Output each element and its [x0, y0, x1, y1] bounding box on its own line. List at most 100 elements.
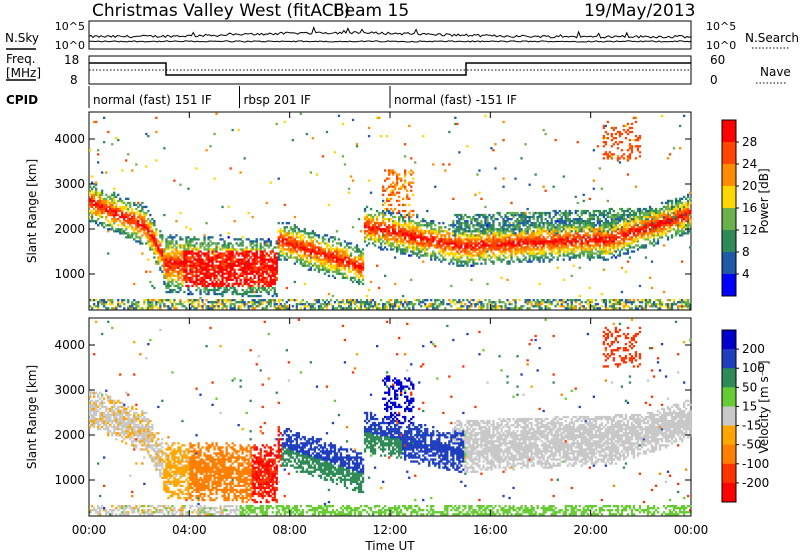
heatmap-cell: [456, 234, 459, 237]
heatmap-cell: [361, 252, 365, 255]
heatmap-cell: [251, 284, 254, 288]
heatmap-cell: [315, 250, 319, 253]
heatmap-cell: [157, 244, 160, 247]
heatmap-cell: [470, 234, 473, 237]
heatmap-cell: [576, 218, 579, 221]
heatmap-cell: [257, 274, 260, 277]
heatmap-cell: [197, 278, 200, 281]
heatmap-cell: [199, 262, 202, 265]
heatmap-cell: [207, 272, 210, 275]
heatmap-cell: [155, 260, 158, 263]
nsky-panel: [88, 20, 692, 50]
heatmap-cell: [299, 112, 302, 115]
heatmap-cell: [243, 270, 246, 273]
heatmap-cell: [117, 139, 120, 142]
heatmap-cell: [400, 234, 403, 237]
heatmap-cell: [289, 299, 292, 302]
heatmap-cell: [273, 254, 276, 257]
heatmap-cell: [191, 303, 194, 306]
heatmap-cell: [315, 299, 319, 302]
heatmap-cell: [474, 305, 477, 308]
heatmap-cell: [121, 215, 124, 219]
heatmap-cell: [552, 234, 555, 237]
heatmap-cell: [414, 246, 417, 249]
heatmap-cell: [524, 230, 527, 233]
heatmap-cell: [341, 266, 345, 269]
heatmap-cell: [141, 226, 144, 229]
heatmap-cell: [586, 248, 589, 251]
heatmap-cell: [205, 288, 208, 292]
heatmap-cell: [231, 268, 234, 271]
heatmap-cell: [402, 294, 405, 298]
heatmap-cell: [201, 266, 204, 269]
heatmap-cell: [259, 266, 262, 269]
heatmap-cell: [259, 250, 262, 253]
heatmap-cell: [556, 232, 559, 235]
heatmap-cell: [574, 305, 577, 308]
heatmap-cell: [305, 256, 308, 259]
heatmap-cell: [486, 228, 489, 231]
heatmap-cell: [189, 242, 192, 245]
heatmap-cell: [446, 238, 449, 241]
heatmap-cell: [227, 278, 230, 281]
heatmap-cell: [259, 264, 262, 267]
heatmap-cell: [426, 252, 429, 255]
heatmap-cell: [408, 220, 411, 223]
heatmap-cell: [243, 254, 246, 257]
heatmap-cell: [474, 236, 477, 239]
heatmap-cell: [211, 236, 214, 239]
heatmap-cell: [494, 242, 497, 245]
heatmap-cell: [229, 254, 232, 257]
heatmap-cell: [153, 305, 156, 308]
heatmap-cell: [231, 286, 234, 290]
heatmap-cell: [159, 266, 162, 269]
heatmap-cell: [321, 262, 325, 265]
heatmap-cell: [480, 307, 483, 310]
heatmap-cell: [464, 232, 467, 235]
heatmap-cell: [394, 183, 397, 186]
heatmap-cell: [412, 240, 415, 243]
heatmap-cell: [552, 248, 555, 251]
heatmap-cell: [522, 305, 525, 308]
heatmap-cell: [394, 236, 397, 239]
heatmap-cell: [263, 270, 266, 273]
heatmap-cell: [229, 252, 232, 255]
heatmap-cell: [225, 276, 228, 279]
heatmap-cell: [492, 234, 495, 237]
heatmap-cell: [103, 222, 106, 225]
heatmap-cell: [548, 301, 551, 304]
heatmap-cell: [157, 258, 160, 261]
heatmap-cell: [327, 238, 331, 241]
heatmap-cell: [556, 240, 559, 243]
heatmap-cell: [267, 258, 270, 261]
heatmap-cell: [263, 250, 266, 253]
heatmap-cell: [159, 305, 162, 308]
heatmap-cell: [532, 222, 535, 225]
heatmap-cell: [179, 286, 182, 290]
heatmap-cell: [279, 254, 282, 257]
heatmap-cell: [438, 305, 441, 308]
heatmap-cell: [353, 266, 357, 269]
heatmap-cell: [482, 258, 485, 261]
heatmap-cell: [488, 238, 491, 241]
heatmap-cell: [191, 240, 194, 243]
heatmap-cell: [165, 254, 168, 257]
heatmap-cell: [341, 264, 345, 267]
heatmap-cell: [273, 256, 276, 259]
heatmap-cell: [588, 226, 591, 229]
heatmap-cell: [550, 252, 553, 255]
heatmap-cell: [594, 303, 597, 306]
heatmap-cell: [490, 226, 493, 229]
heatmap-cell: [546, 307, 549, 310]
heatmap-cell: [101, 203, 104, 207]
heatmap-cell: [454, 248, 457, 251]
heatmap-cell: [448, 238, 451, 241]
heatmap-cell: [572, 220, 575, 223]
heatmap-cell: [255, 305, 258, 308]
heatmap-cell: [359, 299, 363, 302]
heatmap-cell: [309, 232, 312, 235]
heatmap-cell: [325, 256, 329, 259]
heatmap-cell: [125, 211, 128, 215]
heatmap-cell: [458, 252, 461, 255]
heatmap-cell: [221, 307, 224, 310]
